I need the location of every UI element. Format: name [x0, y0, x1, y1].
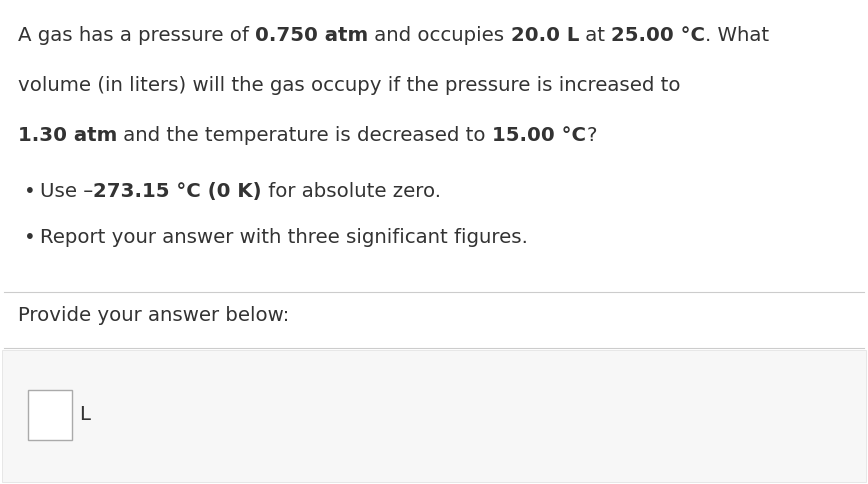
Text: 15.00 °C: 15.00 °C — [492, 126, 586, 145]
FancyBboxPatch shape — [2, 350, 866, 482]
Text: for absolute zero.: for absolute zero. — [262, 182, 441, 201]
Text: 0.750 atm: 0.750 atm — [255, 26, 368, 45]
Text: volume (in liters) will the gas occupy if the pressure is increased to: volume (in liters) will the gas occupy i… — [18, 76, 681, 95]
Text: •: • — [24, 228, 36, 247]
Text: L: L — [79, 406, 90, 424]
Text: Report your answer with three significant figures.: Report your answer with three significan… — [40, 228, 528, 247]
Text: ?: ? — [586, 126, 596, 145]
Text: . What: . What — [706, 26, 770, 45]
Text: and occupies: and occupies — [368, 26, 510, 45]
Text: 20.0 L: 20.0 L — [510, 26, 579, 45]
Text: Use –: Use – — [40, 182, 93, 201]
Text: and the temperature is decreased to: and the temperature is decreased to — [117, 126, 492, 145]
Text: Provide your answer below:: Provide your answer below: — [18, 306, 289, 325]
Text: 25.00 °C: 25.00 °C — [611, 26, 706, 45]
Text: at: at — [579, 26, 611, 45]
Text: 273.15 °C (0 K): 273.15 °C (0 K) — [93, 182, 262, 201]
Text: 1.30 atm: 1.30 atm — [18, 126, 117, 145]
Text: A gas has a pressure of: A gas has a pressure of — [18, 26, 255, 45]
Text: •: • — [24, 182, 36, 201]
FancyBboxPatch shape — [28, 390, 72, 440]
